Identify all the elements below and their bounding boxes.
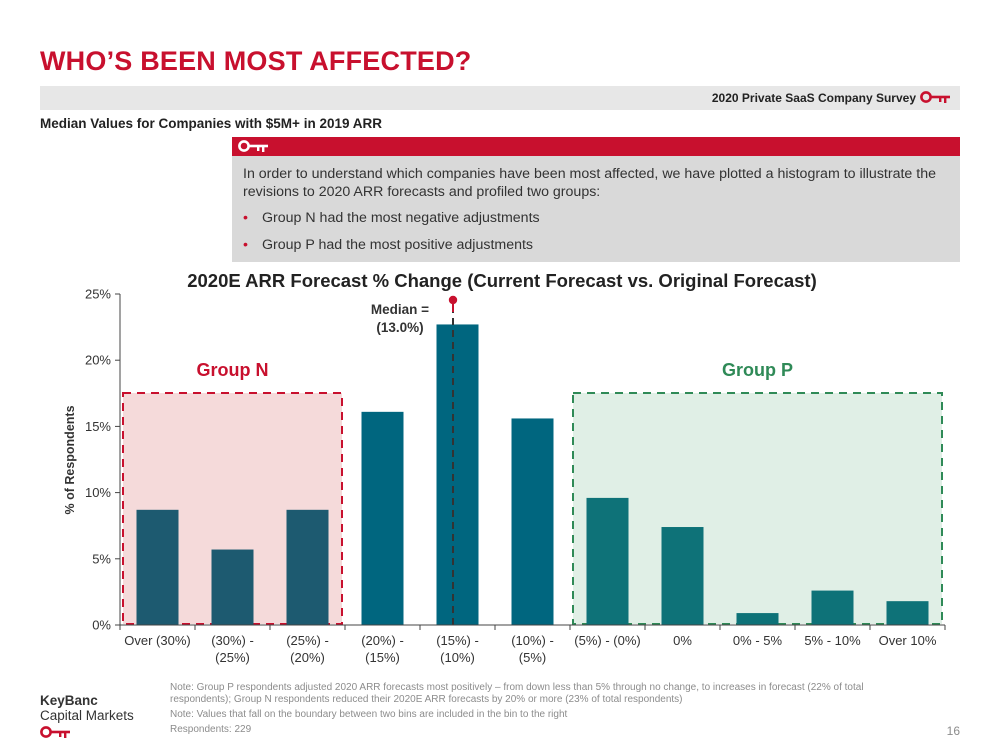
x-tick-label: (10%) bbox=[440, 650, 475, 665]
survey-bar: 2020 Private SaaS Company Survey bbox=[40, 86, 960, 110]
x-tick-label: (5%) bbox=[519, 650, 546, 665]
callout-text: In order to understand which companies h… bbox=[243, 166, 936, 200]
x-tick-label: Over 10% bbox=[879, 633, 937, 648]
brand-subname: Capital Markets bbox=[40, 708, 134, 723]
note-text: Note: Values that fall on the boundary b… bbox=[170, 709, 568, 720]
callout-bullet: • Group P had the most positive adjustmen… bbox=[243, 237, 534, 253]
bar bbox=[661, 527, 704, 625]
y-axis-label: % of Respondents bbox=[63, 405, 77, 514]
x-tick-label: 5% - 10% bbox=[804, 633, 861, 648]
bar bbox=[136, 509, 179, 625]
footer-notes: Note: Group P respondents adjusted 2020 … bbox=[170, 682, 910, 739]
respondents-text: Respondents: 229 bbox=[170, 724, 252, 735]
y-tick-label: 20% bbox=[85, 353, 111, 368]
x-tick-label: (15%) - bbox=[436, 633, 479, 648]
page-number: 16 bbox=[946, 724, 960, 738]
group-p-label: Group P bbox=[722, 360, 793, 380]
subtitle: Median Values for Companies with $5M+ in… bbox=[40, 116, 382, 131]
bar bbox=[361, 411, 404, 625]
x-tick-label: (25%) - bbox=[286, 633, 329, 648]
survey-label: 2020 Private SaaS Company Survey bbox=[711, 91, 916, 105]
callout-bullet: • Group N had the most negative adjustmen… bbox=[243, 210, 540, 226]
group-p-box bbox=[572, 392, 943, 625]
bullet-text: Group N had the most negative adjustment… bbox=[262, 210, 540, 226]
callout-box: In order to understand which companies h… bbox=[232, 137, 960, 262]
bar bbox=[511, 418, 554, 625]
x-tick-label: (30%) - bbox=[211, 633, 254, 648]
x-tick-label: 0% - 5% bbox=[733, 633, 783, 648]
page-title: WHO’S BEEN MOST AFFECTED? bbox=[40, 46, 472, 76]
median-value: (13.0%) bbox=[376, 320, 423, 335]
brand-name: KeyBanc bbox=[40, 693, 98, 708]
x-tick-label: (25%) bbox=[215, 650, 250, 665]
bullet-text: Group P had the most positive adjustment… bbox=[262, 237, 534, 253]
y-tick-label: 25% bbox=[85, 287, 111, 302]
y-tick-label: 15% bbox=[85, 419, 111, 434]
median-pin-head bbox=[448, 295, 458, 305]
x-tick-label: 0% bbox=[673, 633, 692, 648]
x-tick-label: (10%) - bbox=[511, 633, 554, 648]
chart-title: 2020E ARR Forecast % Change (Current For… bbox=[187, 270, 817, 291]
x-tick-label: (20%) bbox=[290, 650, 325, 665]
callout-header bbox=[232, 137, 960, 156]
histogram-chart: Group N Group P Median = (13.0%) 0% 5% 10% 15% 2… bbox=[63, 287, 946, 665]
bar bbox=[286, 509, 329, 625]
key-icon bbox=[238, 139, 272, 159]
x-tick-label: (5%) - (0%) bbox=[574, 633, 640, 648]
median-label: Median = bbox=[371, 302, 429, 317]
bar bbox=[811, 590, 854, 625]
brand-logo: KeyBanc Capital Markets bbox=[40, 693, 134, 744]
bar bbox=[211, 549, 254, 625]
note-text: Note: Group P respondents adjusted 2020 … bbox=[170, 682, 864, 705]
bar bbox=[886, 601, 929, 625]
x-tick-label: Over (30%) bbox=[124, 633, 190, 648]
bar bbox=[736, 613, 779, 625]
y-tick-label: 5% bbox=[92, 551, 111, 566]
key-icon bbox=[920, 90, 954, 109]
bar bbox=[436, 324, 479, 625]
bar bbox=[586, 497, 629, 625]
x-tick-label: (20%) - bbox=[361, 633, 404, 648]
y-tick-label: 0% bbox=[92, 618, 111, 633]
group-n-label: Group N bbox=[197, 360, 269, 380]
y-tick-label: 10% bbox=[85, 485, 111, 500]
key-icon bbox=[40, 725, 134, 744]
x-tick-label: (15%) bbox=[365, 650, 400, 665]
